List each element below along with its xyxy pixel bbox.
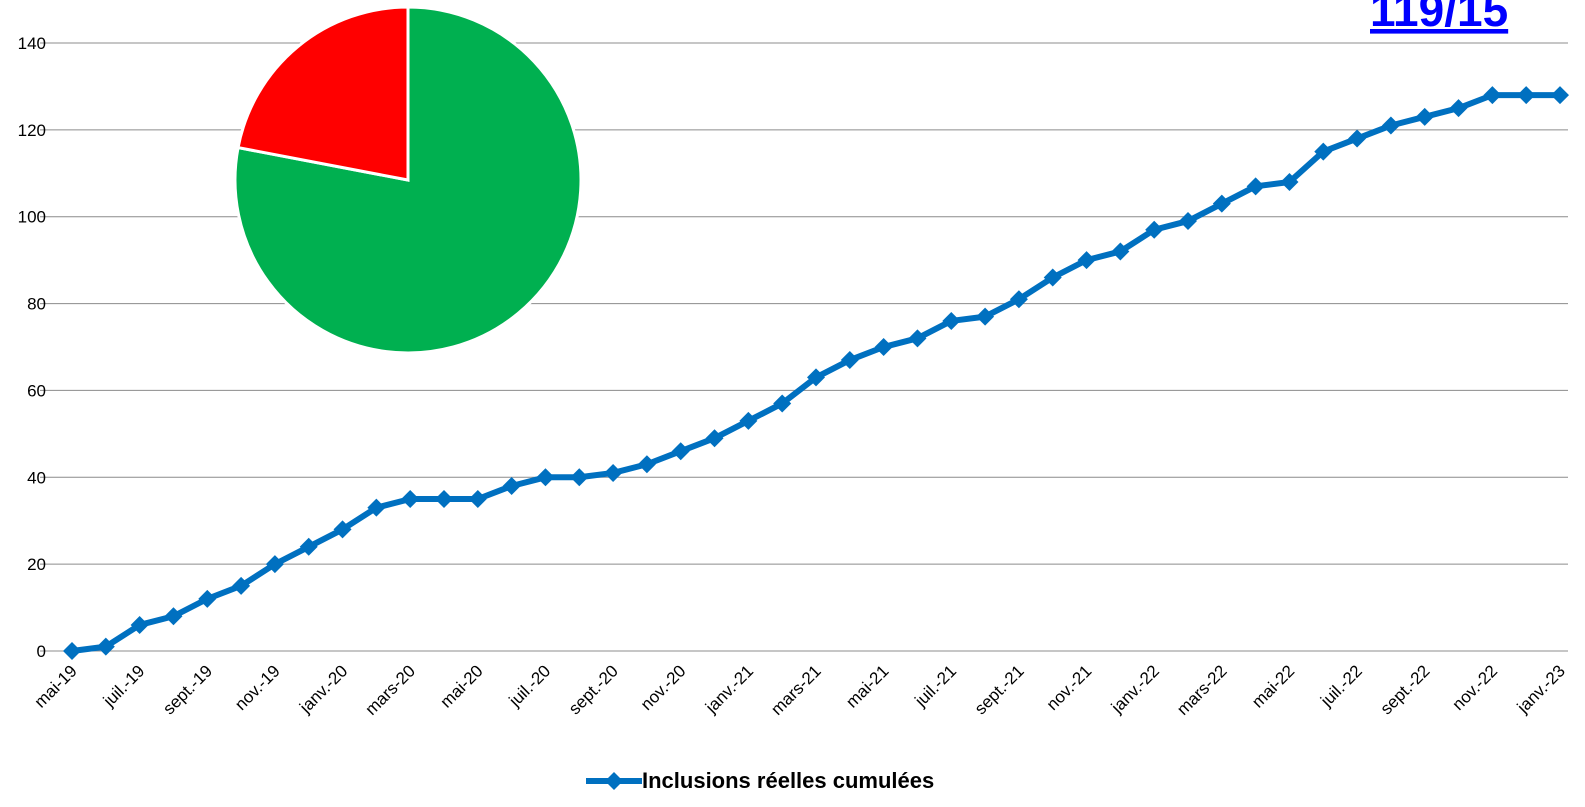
data-point [1077, 251, 1096, 270]
data-point [367, 498, 386, 517]
data-point [908, 329, 927, 348]
data-point [536, 468, 555, 487]
x-tick-label: mars-20 [361, 661, 419, 719]
x-tick-label: nov.-20 [637, 661, 690, 714]
x-tick-label: sept.-22 [1377, 661, 1434, 718]
y-tick-label: 20 [27, 555, 46, 574]
y-tick-label: 0 [37, 642, 46, 661]
y-tick-label: 80 [27, 295, 46, 314]
data-point [63, 642, 81, 660]
x-tick-label: juil.-19 [99, 661, 149, 711]
x-tick-label: janv.-22 [1107, 661, 1163, 717]
x-tick-label: janv.-23 [1513, 661, 1569, 717]
data-point [773, 394, 792, 413]
data-point [232, 576, 251, 595]
data-point [1449, 99, 1468, 118]
data-point [1314, 142, 1333, 161]
x-tick-label: juil.-21 [911, 661, 961, 711]
x-tick-label: mars-21 [767, 661, 825, 719]
data-point [435, 490, 453, 508]
x-tick-label: nov.-22 [1449, 661, 1502, 714]
x-tick-label: mai-19 [31, 661, 81, 711]
data-point [942, 311, 961, 330]
data-point [1517, 86, 1536, 105]
data-point [874, 338, 893, 356]
y-tick-label: 40 [27, 468, 46, 487]
data-point [96, 637, 115, 656]
x-tick-label: mai-21 [842, 661, 892, 711]
data-point [1212, 194, 1231, 213]
data-point [1280, 172, 1299, 191]
data-point [468, 490, 487, 508]
x-tick-label: mars-22 [1173, 661, 1231, 719]
data-point [976, 307, 995, 326]
data-point [637, 455, 656, 474]
data-point [671, 442, 690, 461]
data-point [333, 520, 352, 539]
data-point [604, 463, 623, 482]
data-point [1483, 86, 1502, 105]
x-tick-label: nov.-21 [1043, 661, 1096, 714]
x-tick-label: sept.-20 [565, 661, 622, 718]
data-point [1551, 86, 1569, 105]
data-point [130, 615, 149, 634]
data-point [739, 411, 758, 430]
data-point [1415, 107, 1434, 126]
data-point [840, 351, 859, 370]
y-tick-label: 60 [27, 381, 46, 400]
x-tick-label: janv.-20 [295, 661, 351, 717]
data-point [198, 589, 217, 608]
x-tick-label: mai-20 [436, 661, 486, 711]
data-point [401, 490, 420, 508]
x-tick-label: nov.-19 [231, 661, 284, 714]
data-point [570, 468, 589, 487]
x-tick-label: sept.-21 [971, 661, 1028, 718]
x-tick-label: janv.-21 [701, 661, 757, 717]
data-point [1145, 220, 1164, 239]
pie-slice [236, 5, 410, 182]
plot [63, 86, 1569, 660]
data-point [265, 555, 284, 574]
data-point [1009, 290, 1028, 309]
data-point [164, 607, 183, 626]
data-point [1179, 212, 1197, 231]
x-tick-label: sept.-19 [159, 661, 216, 718]
x-tick-label: mai-22 [1248, 661, 1298, 711]
annotation: 119/15 [1370, 0, 1508, 36]
data-point [299, 537, 318, 556]
x-tick-label: juil.-22 [1316, 661, 1366, 711]
data-point [1246, 177, 1265, 196]
x-tick-label: juil.-20 [505, 661, 555, 711]
data-point [502, 476, 521, 495]
data-point [807, 368, 825, 387]
data-point [1111, 242, 1130, 261]
data-point [1348, 129, 1367, 148]
y-tick-label: 140 [18, 34, 46, 53]
y-tick-label: 100 [18, 208, 46, 227]
legend-label: Inclusions réelles cumulées [642, 768, 934, 793]
data-point [1043, 268, 1062, 287]
legend-marker [605, 772, 623, 790]
data-point [705, 429, 724, 448]
data-point [1381, 116, 1400, 135]
pie [233, 5, 583, 355]
y-tick-label: 120 [18, 121, 46, 140]
